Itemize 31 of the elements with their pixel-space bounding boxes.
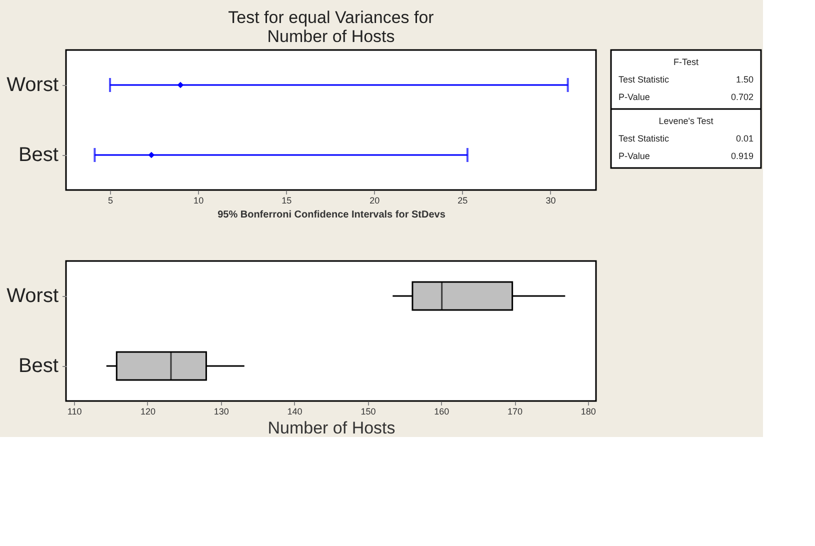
- x-tick-label: 30: [546, 196, 556, 206]
- text: F-Test: [673, 56, 699, 67]
- x-axis-title: Number of Hosts: [268, 418, 396, 438]
- x-tick-label: 20: [370, 196, 380, 206]
- x-tick-label: 130: [214, 406, 229, 416]
- x-tick-label: 120: [140, 406, 156, 416]
- x-tick-label: 180: [580, 406, 596, 416]
- x-tick-label: 25: [458, 196, 468, 206]
- x-axis-title: 95% Bonferroni Confidence Intervals for StDevs: [218, 210, 446, 220]
- text: 0.01: [736, 134, 754, 144]
- text: P-Value: [618, 92, 650, 102]
- x-tick-label: 170: [508, 406, 523, 416]
- text: 0.702: [730, 92, 754, 102]
- chart-title: Test for equal Variances for Number of Hosts: [228, 8, 434, 46]
- text: 0.919: [730, 151, 754, 162]
- x-tick-label: 5: [108, 196, 114, 206]
- x-tick-label: 150: [360, 406, 376, 416]
- text: Test Statistic: [618, 74, 670, 84]
- text: 1.50: [736, 74, 754, 84]
- y-tick-label: Best: [18, 144, 59, 166]
- y-tick-label: Worst: [6, 74, 59, 96]
- text: P-Value: [618, 151, 650, 162]
- y-tick-label: Best: [18, 355, 59, 377]
- text: Test Statistic: [618, 134, 670, 144]
- text: Levene's Test: [658, 116, 714, 126]
- x-tick-label: 110: [67, 406, 82, 416]
- x-tick-label: 10: [194, 196, 204, 206]
- x-tick-label: 15: [282, 196, 292, 206]
- x-tick-label: 140: [287, 406, 302, 416]
- y-tick-label: Worst: [6, 285, 59, 307]
- x-tick-label: 160: [434, 406, 450, 416]
